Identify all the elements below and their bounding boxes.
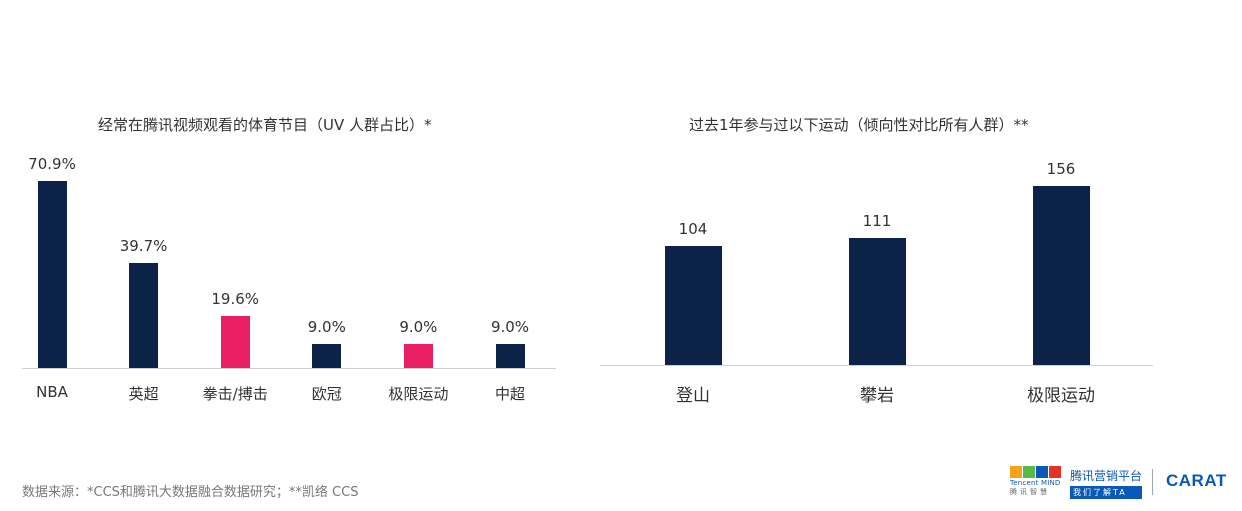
category-label: 极限运动 <box>388 385 449 403</box>
logo-divider <box>1152 469 1153 495</box>
bar <box>220 316 250 368</box>
category-label: 中超 <box>494 385 525 403</box>
data-source-note: 数据来源：*CCS和腾讯大数据融合数据研究；**凯络 CCS <box>22 485 359 500</box>
data-label: 111 <box>862 211 892 230</box>
bar <box>312 344 342 368</box>
data-label: 9.0% <box>490 318 530 337</box>
data-label: 39.7% <box>119 237 168 256</box>
brand-logos: Tencent MIND 腾讯智慧 腾讯营销平台 我们了解TA CARAT <box>1010 466 1232 499</box>
chart-baseline <box>600 365 1153 366</box>
data-label: 156 <box>1046 159 1076 178</box>
bar <box>664 245 722 365</box>
bar <box>848 237 906 365</box>
data-label: 9.0% <box>399 318 438 337</box>
bar <box>129 263 159 368</box>
category-label: 极限运动 <box>1027 386 1095 406</box>
bar <box>37 181 67 368</box>
data-label: 104 <box>678 219 708 238</box>
category-label: 登山 <box>676 386 710 406</box>
data-label: 9.0% <box>307 318 346 337</box>
chart-title: 经常在腾讯视频观看的体育节目（UV 人群占比）* <box>98 116 432 134</box>
carat-logo: CARAT <box>1166 471 1227 490</box>
data-label: 70.9% <box>28 155 76 174</box>
tencent-marketing-platform-logo: 腾讯营销平台 我们了解TA <box>1070 469 1143 499</box>
category-label: 欧冠 <box>311 385 342 403</box>
category-label: 英超 <box>128 385 159 403</box>
chart-title: 过去1年参与过以下运动（倾向性对比所有人群）** <box>689 116 1029 134</box>
category-label: 攀岩 <box>860 386 894 406</box>
chart-baseline <box>22 368 556 369</box>
bar <box>403 344 433 368</box>
tencent-mind-logo: Tencent MIND 腾讯智慧 <box>1010 466 1064 496</box>
category-label: NBA <box>36 383 68 401</box>
data-label: 19.6% <box>211 290 260 309</box>
bar <box>1032 185 1090 365</box>
bar <box>495 344 525 368</box>
category-label: 拳击/搏击 <box>202 385 268 403</box>
